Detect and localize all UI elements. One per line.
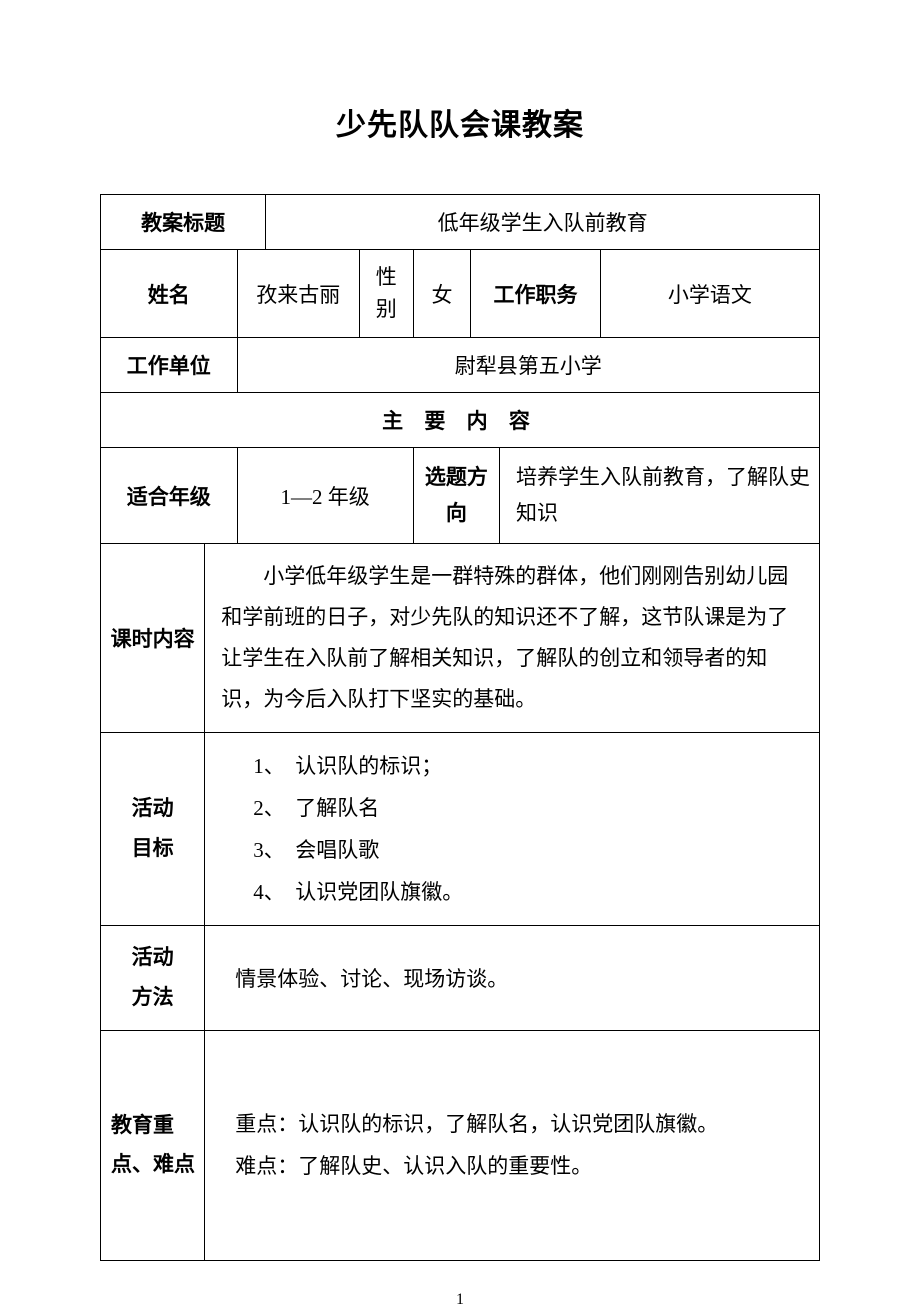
activity-goal-item: 4、 认识党团队旗徽。: [253, 871, 811, 913]
lesson-content-row: 课时内容 小学低年级学生是一群特殊的群体，他们刚刚告别幼儿园和学前班的日子，对少…: [101, 544, 820, 733]
key-points-label: 教育重点、难点: [101, 1030, 205, 1260]
name-value: 孜来古丽: [237, 250, 359, 338]
personal-info-row: 姓名 孜来古丽 性别 女 工作职务 小学语文: [101, 250, 820, 338]
key-points-row: 教育重点、难点 重点：认识队的标识，了解队名，认识党团队旗徽。 难点：了解队史、…: [101, 1030, 820, 1260]
work-unit-label: 工作单位: [101, 338, 238, 393]
grade-topic-row: 适合年级 1—2 年级 选题方向 培养学生入队前教育，了解队史知识: [101, 448, 820, 544]
gender-label: 性别: [359, 250, 413, 338]
position-label: 工作职务: [471, 250, 600, 338]
lesson-content-label: 课时内容: [101, 544, 205, 733]
work-unit-row: 工作单位 尉犁县第五小学: [101, 338, 820, 393]
activity-method-value: 情景体验、讨论、现场访谈。: [205, 926, 820, 1031]
title-row: 教案标题 低年级学生入队前教育: [101, 195, 820, 250]
activity-goals-cell: 1、 认识队的标识； 2、 了解队名 3、 会唱队歌 4、 认识党团队旗徽。: [205, 733, 820, 926]
page-title: 少先队队会课教案: [100, 100, 820, 144]
activity-method-label: 活动 方法: [101, 926, 205, 1031]
main-content-header-row: 主 要 内 容: [101, 393, 820, 448]
activity-goal-item: 1、 认识队的标识；: [253, 745, 811, 787]
lesson-title-value: 低年级学生入队前教育: [266, 195, 820, 250]
main-content-header: 主 要 内 容: [101, 393, 820, 448]
topic-direction-label: 选题方向: [413, 448, 499, 544]
grade-label: 适合年级: [101, 448, 238, 544]
activity-goal-item: 3、 会唱队歌: [253, 829, 811, 871]
lesson-content-value: 小学低年级学生是一群特殊的群体，他们刚刚告别幼儿园和学前班的日子，对少先队的知识…: [205, 544, 820, 733]
activity-goal-label: 活动 目标: [101, 733, 205, 926]
lesson-plan-table: 教案标题 低年级学生入队前教育 姓名 孜来古丽 性别 女 工作职务 小学语文 工…: [100, 194, 820, 1261]
activity-goal-item: 2、 了解队名: [253, 787, 811, 829]
activity-goals-row: 活动 目标 1、 认识队的标识； 2、 了解队名 3、 会唱队歌 4、 认识党团…: [101, 733, 820, 926]
position-value: 小学语文: [600, 250, 819, 338]
name-label: 姓名: [101, 250, 238, 338]
topic-direction-value: 培养学生入队前教育，了解队史知识: [500, 448, 820, 544]
lesson-title-label: 教案标题: [101, 195, 266, 250]
page-number: 1: [100, 1291, 820, 1309]
key-points-value: 重点：认识队的标识，了解队名，认识党团队旗徽。 难点：了解队史、认识入队的重要性…: [205, 1030, 820, 1260]
gender-value: 女: [413, 250, 471, 338]
grade-value: 1—2 年级: [237, 448, 413, 544]
work-unit-value: 尉犁县第五小学: [237, 338, 819, 393]
activity-method-row: 活动 方法 情景体验、讨论、现场访谈。: [101, 926, 820, 1031]
